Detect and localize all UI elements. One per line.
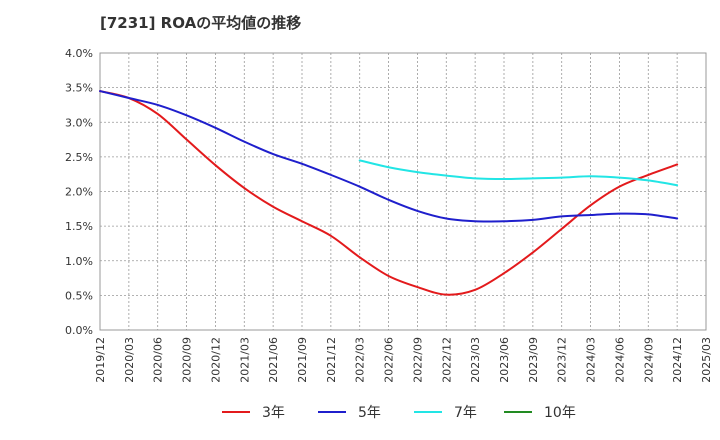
y-tick-label: 2.5% — [65, 151, 93, 164]
x-tick-label: 2021/03 — [238, 337, 251, 383]
x-tick-label: 2021/12 — [325, 337, 338, 383]
chart-title: [7231] ROAの平均値の推移 — [100, 14, 302, 32]
x-tick-label: 2023/12 — [556, 337, 569, 383]
y-tick-label: 0.5% — [65, 289, 93, 302]
x-tick-label: 2025/03 — [700, 337, 713, 383]
y-tick-label: 3.0% — [65, 116, 93, 129]
x-tick-label: 2021/09 — [296, 337, 309, 383]
plot-area — [99, 52, 707, 331]
x-tick-label: 2022/03 — [354, 337, 367, 383]
legend-label-1: 3年 — [262, 405, 285, 421]
y-tick-label: 4.0% — [65, 47, 93, 60]
y-tick-label: 2.0% — [65, 186, 93, 199]
x-tick-label: 2021/06 — [267, 337, 280, 383]
x-tick-label: 2024/09 — [642, 337, 655, 383]
legend-label-3: 7年 — [454, 405, 477, 421]
legend-label-2: 5年 — [358, 405, 381, 421]
x-tick-label: 2024/12 — [671, 337, 684, 383]
x-tick-label: 2023/03 — [469, 337, 482, 383]
x-tick-label: 2022/09 — [411, 337, 424, 383]
x-tick-label: 2024/03 — [585, 337, 598, 383]
x-tick-label: 2022/06 — [383, 337, 396, 383]
x-tick-label: 2022/12 — [440, 337, 453, 383]
y-tick-label: 1.0% — [65, 255, 93, 268]
x-tick-label: 2023/06 — [498, 337, 511, 383]
x-tick-label: 2023/09 — [527, 337, 540, 383]
x-tick-label: 2020/03 — [123, 337, 136, 383]
x-tick-label: 2019/12 — [94, 337, 107, 383]
y-tick-label: 1.5% — [65, 220, 93, 233]
y-tick-label: 0.0% — [65, 324, 93, 337]
y-tick-label: 3.5% — [65, 82, 93, 95]
series-line-2 — [99, 90, 679, 223]
x-tick-label: 2020/09 — [181, 337, 194, 383]
legend-label-4: 10年 — [544, 405, 576, 421]
x-tick-label: 2024/06 — [613, 337, 626, 383]
x-tick-label: 2020/12 — [209, 337, 222, 383]
x-tick-label: 2020/06 — [152, 337, 165, 383]
series-line-3 — [358, 159, 679, 187]
series-line-1 — [99, 90, 679, 296]
